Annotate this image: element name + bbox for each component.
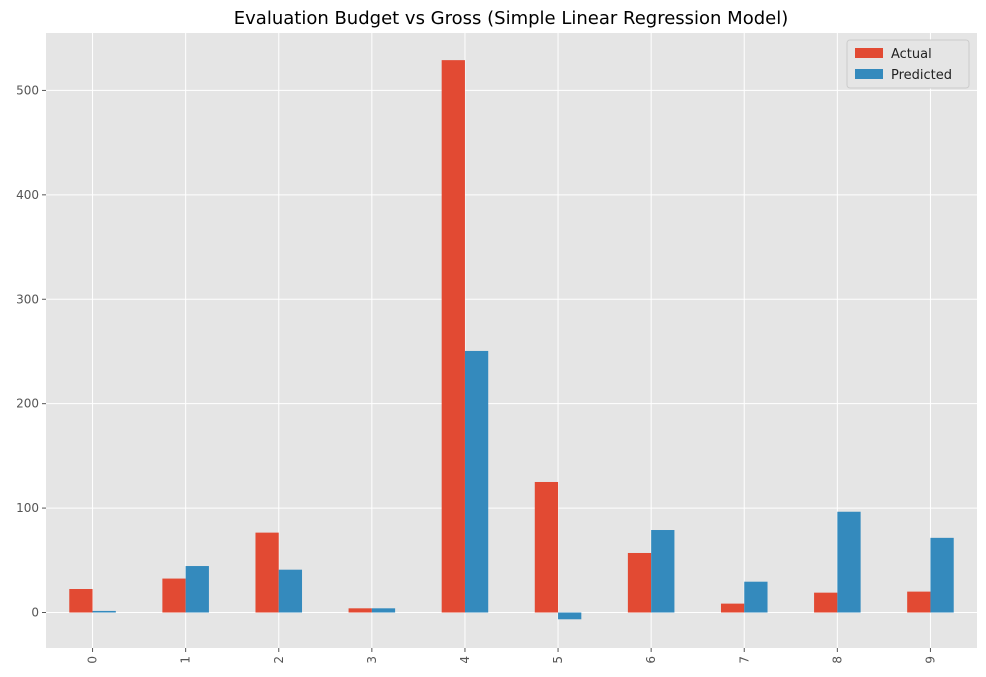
x-tick-label: 8 (830, 656, 844, 664)
y-tick-label: 200 (16, 397, 39, 411)
x-tick-label: 1 (179, 656, 193, 664)
bar-predicted-5 (558, 612, 582, 620)
bar-actual-5 (534, 481, 559, 613)
bar-predicted-9 (930, 537, 954, 613)
bar-predicted-3 (371, 608, 396, 613)
x-tick-label: 2 (272, 656, 286, 664)
bar-actual-3 (348, 608, 372, 613)
bar-predicted-0 (92, 610, 116, 613)
x-axis-ticks: 0 1 2 3 4 5 6 7 8 9 (86, 648, 937, 664)
bar-predicted-4 (464, 350, 489, 613)
bar-actual-6 (627, 552, 652, 613)
bar-actual-7 (720, 603, 745, 613)
x-tick-label: 9 (923, 656, 937, 664)
y-tick-label: 400 (16, 188, 39, 202)
bar-actual-1 (162, 578, 186, 613)
x-tick-label: 6 (644, 656, 658, 664)
y-tick-label: 0 (31, 605, 39, 619)
bar-actual-0 (69, 589, 93, 613)
y-tick-label: 500 (16, 83, 39, 97)
bar-predicted-1 (185, 566, 209, 613)
y-tick-label: 300 (16, 292, 39, 306)
bar-predicted-7 (744, 581, 768, 613)
bar-predicted-6 (651, 530, 675, 613)
x-tick-label: 5 (551, 656, 565, 664)
legend-label-actual: Actual (891, 47, 932, 62)
x-tick-label: 0 (86, 656, 100, 664)
y-tick-label: 100 (16, 501, 39, 515)
plot-area (46, 33, 977, 648)
x-tick-label: 4 (458, 656, 472, 664)
y-axis-ticks: 0 100 200 300 400 500 (16, 83, 46, 619)
bar-predicted-2 (278, 569, 303, 613)
bar-actual-2 (255, 532, 279, 613)
bar-actual-8 (814, 592, 838, 613)
bars (69, 60, 954, 620)
bar-actual-4 (441, 60, 465, 613)
legend-swatch-predicted (855, 69, 883, 79)
legend: Actual Predicted (846, 39, 970, 89)
x-tick-label: 3 (365, 656, 379, 664)
bar-actual-9 (907, 591, 931, 613)
bar-predicted-8 (837, 511, 861, 613)
legend-label-predicted: Predicted (891, 68, 952, 83)
x-tick-label: 7 (737, 656, 751, 664)
chart-title: Evaluation Budget vs Gross (Simple Linea… (234, 8, 788, 29)
legend-swatch-actual (855, 48, 883, 58)
